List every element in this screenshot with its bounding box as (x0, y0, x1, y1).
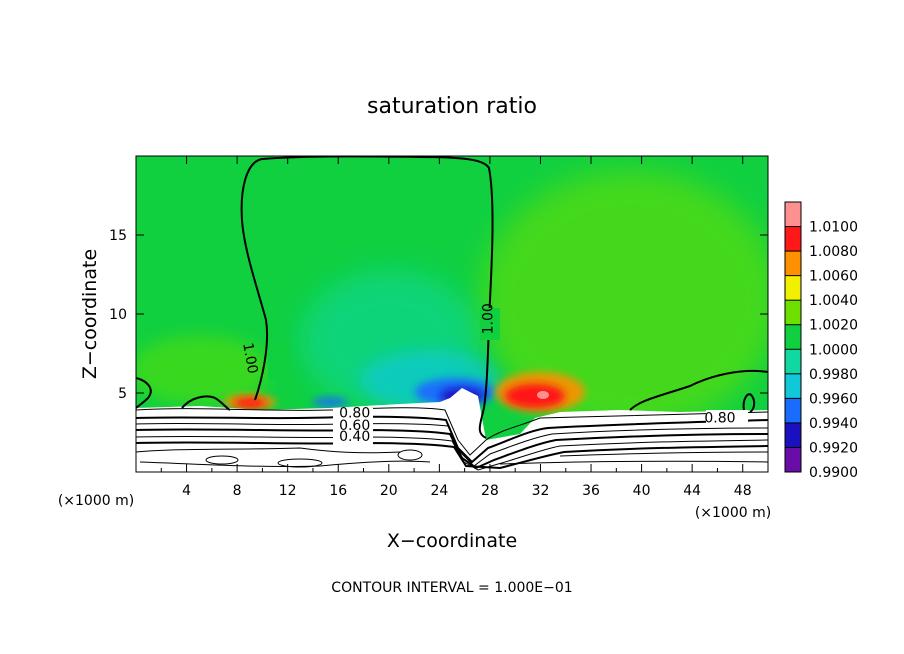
colorbar-label: 0.9980 (809, 367, 858, 383)
x-tick-label: 12 (279, 483, 297, 499)
contour-label: 0.60 (339, 418, 370, 434)
contour-1-00 (136, 156, 768, 439)
colorbar-swatch (785, 324, 801, 350)
contour-line-1-00-left-lobe (181, 395, 231, 411)
colorbar-swatch (785, 202, 801, 227)
colorbar-label: 1.0040 (809, 293, 858, 309)
colorbar-label: 1.0100 (809, 220, 858, 236)
colorbar-swatch (785, 373, 801, 399)
x-tick-label: 48 (734, 483, 752, 499)
y-axis: 5 10 15 (109, 228, 768, 402)
field-region-red-right (505, 384, 565, 408)
colorbar-label: 1.0080 (809, 244, 858, 260)
colorbar-label: 0.9900 (809, 465, 858, 481)
x-unit-label-left: (×1000 m) (58, 493, 134, 509)
colorbar-label: 0.9940 (809, 416, 858, 432)
field-region-blue-small (312, 397, 348, 407)
colorbar-swatch (785, 226, 801, 252)
contour-line-1-00-right-small (742, 393, 756, 413)
contour-line (205, 455, 239, 465)
colorbar-swatch (785, 251, 801, 276)
y-tick-label: 5 (118, 386, 127, 402)
colorbar-swatch (785, 300, 801, 325)
colorbar-label: 0.9920 (809, 440, 858, 456)
lower-layer-white (136, 388, 768, 472)
colorbar-swatch (785, 447, 801, 472)
contour-line-1-00-left (240, 156, 494, 439)
contour-interval-label: CONTOUR INTERVAL = 1.000E−01 (331, 580, 572, 596)
contour-line (499, 460, 768, 465)
contour-label: 0.80 (339, 406, 370, 422)
colorbar-swatch (785, 422, 801, 448)
contour-line (136, 422, 768, 467)
contour-labels: 1.001.000.800.600.400.80 (239, 303, 735, 445)
field-region-red-left (234, 398, 266, 408)
colorbar-swatch (785, 349, 801, 374)
x-tick-label: 24 (430, 483, 448, 499)
field-region-left (136, 335, 270, 405)
field-region-upper-right (480, 170, 768, 430)
chart-title: saturation ratio (367, 94, 537, 119)
contour-line-1-00-right (629, 369, 768, 411)
contour-line-1-00-left-edge (136, 377, 152, 409)
x-tick-label: 16 (329, 483, 347, 499)
x-tick-label: 8 (233, 483, 242, 499)
x-tick-label: 36 (582, 483, 600, 499)
contour-line (136, 407, 768, 456)
field-region-pink-right (537, 391, 549, 399)
contour-line (136, 447, 401, 454)
contour-label: 0.80 (704, 410, 735, 426)
x-unit-label-right: (×1000 m) (695, 505, 771, 521)
contour-line (136, 415, 768, 464)
y-axis-label: Z−coordinate (79, 249, 101, 379)
contour-label: 1.00 (481, 303, 497, 334)
contour-line (397, 449, 423, 461)
contour-line (559, 451, 768, 457)
contour-line (277, 458, 323, 468)
x-tick-label: 32 (532, 483, 550, 499)
colorbar-label: 0.9960 (809, 391, 858, 407)
x-tick-label: 44 (683, 483, 701, 499)
plot-area: 1.001.000.800.600.400.80 (136, 156, 768, 472)
colorbar-label: 1.0020 (809, 318, 858, 334)
colorbar: 0.9900 0.9920 0.9940 0.9960 0.9980 1.0000 1.00… (784, 201, 858, 481)
y-tick-label: 15 (109, 228, 127, 244)
contour-label: 0.40 (339, 429, 370, 445)
colorbar-swatch (785, 398, 801, 423)
x-tick-label: 40 (633, 483, 651, 499)
x-axis: 4 8 12 16 20 24 28 32 36 40 44 48 (160, 156, 752, 499)
y-tick-label: 10 (109, 307, 127, 323)
contour-label-backgrounds (268, 308, 748, 445)
x-tick-label: 4 (182, 483, 191, 499)
colorbar-label: 1.0000 (809, 342, 858, 358)
contour-line (136, 441, 768, 470)
contour-lines (136, 407, 768, 471)
contour-label: 1.00 (239, 342, 260, 375)
x-axis-label: X−coordinate (387, 530, 517, 552)
x-tick-label: 28 (481, 483, 499, 499)
colorbar-swatch (785, 275, 801, 301)
colorbar-label: 1.0060 (809, 269, 858, 285)
x-tick-label: 20 (380, 483, 398, 499)
